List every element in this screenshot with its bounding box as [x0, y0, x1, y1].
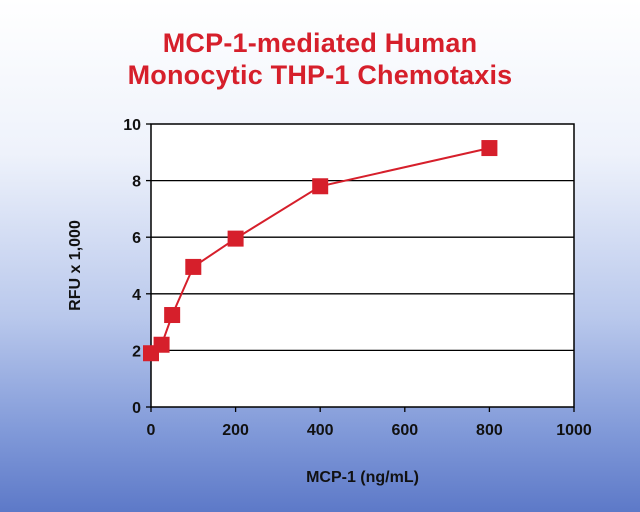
x-axis-ticks: 0 200 400 600 800 1000 [147, 407, 592, 439]
data-point-marker [227, 230, 244, 247]
y-tick-label: 8 [132, 174, 141, 191]
data-point-marker [312, 178, 329, 195]
gridlines [151, 179, 574, 352]
y-tick-label: 10 [123, 117, 141, 134]
x-tick-label: 400 [307, 422, 334, 439]
x-tick-label: 1000 [556, 422, 592, 439]
x-axis-title: MCP-1 (ng/mL) [306, 469, 419, 486]
y-axis-ticks: 0 2 4 6 8 10 [123, 117, 151, 417]
series-layer [143, 140, 498, 362]
y-axis-title: RFU x 1,000 [67, 220, 84, 311]
y-tick-label: 2 [132, 343, 141, 360]
y-tick-label: 0 [132, 400, 141, 417]
data-point-marker [185, 258, 202, 275]
x-tick-label: 800 [476, 422, 503, 439]
x-tick-label: 0 [147, 422, 156, 439]
chart-title-line-1: MCP-1-mediated Human [162, 28, 478, 58]
y-tick-label: 4 [132, 287, 141, 304]
plot-area [150, 123, 575, 408]
y-tick-label: 6 [132, 230, 141, 247]
data-point-marker [481, 140, 498, 157]
x-tick-label: 200 [222, 422, 249, 439]
chart-title-line-2: Monocytic THP-1 Chemotaxis [127, 60, 513, 90]
x-tick-label: 600 [391, 422, 418, 439]
data-point-marker [153, 336, 170, 353]
data-point-marker [164, 307, 181, 324]
